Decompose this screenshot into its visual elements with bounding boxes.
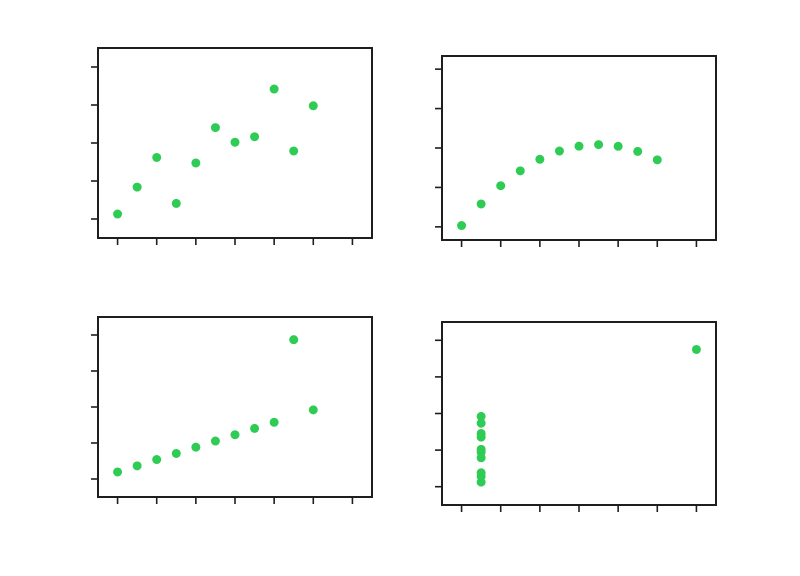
point (633, 146, 643, 156)
point (476, 418, 486, 428)
point (515, 166, 525, 176)
point (250, 132, 260, 142)
point (230, 430, 240, 440)
point (210, 123, 220, 133)
point (496, 181, 506, 191)
point (476, 428, 486, 438)
point (289, 146, 299, 156)
point (476, 447, 486, 457)
point (476, 199, 486, 209)
point (476, 471, 486, 481)
point (230, 137, 240, 147)
point (574, 141, 584, 151)
point (113, 209, 123, 219)
point (152, 152, 162, 162)
point (594, 140, 604, 150)
point (191, 442, 201, 452)
point (171, 198, 181, 208)
point (191, 158, 201, 168)
point (308, 405, 318, 415)
point (269, 84, 279, 94)
plot-frame (97, 316, 373, 498)
point (210, 436, 220, 446)
point (152, 455, 162, 465)
point (113, 467, 123, 477)
point (535, 154, 545, 164)
point (476, 411, 486, 421)
point (132, 461, 142, 471)
point (554, 146, 564, 156)
point (457, 221, 467, 231)
point (171, 448, 181, 458)
point (289, 335, 299, 345)
point (652, 155, 662, 165)
point (269, 417, 279, 427)
point (308, 101, 318, 111)
point (132, 182, 142, 192)
point (613, 141, 623, 151)
point (691, 344, 701, 354)
point (250, 423, 260, 433)
